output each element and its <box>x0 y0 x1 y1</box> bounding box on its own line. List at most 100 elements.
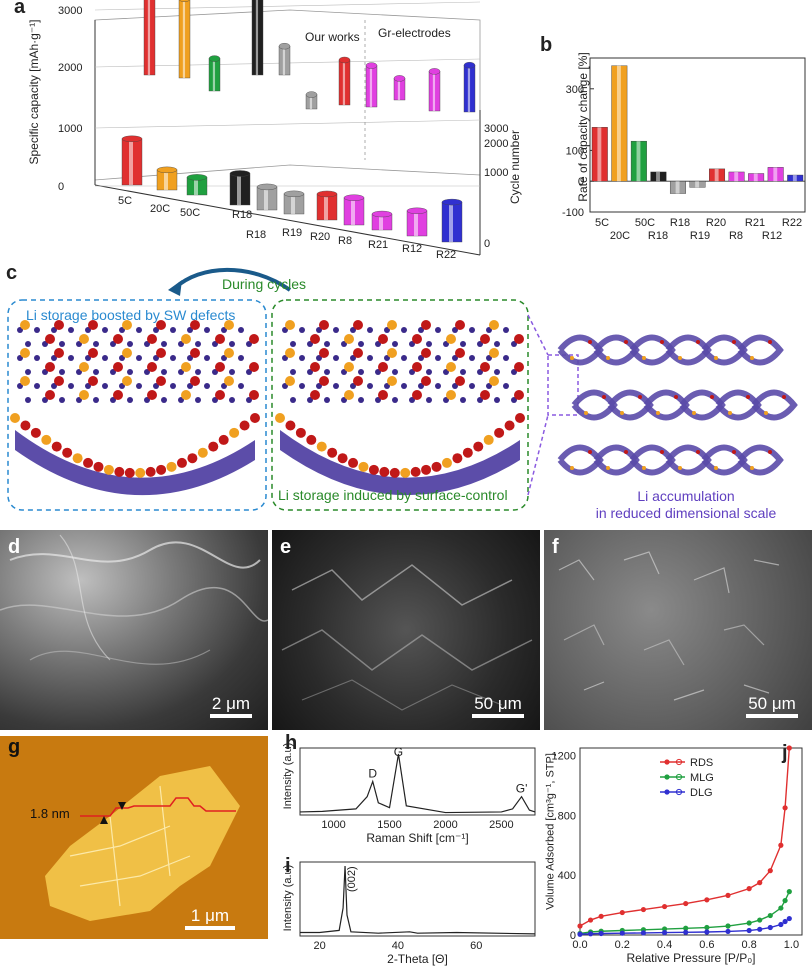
c-right-sheet-atom <box>290 341 296 347</box>
c-right-li <box>327 447 338 458</box>
c-network-li <box>714 466 718 470</box>
c-network-li <box>696 450 700 454</box>
c-network-ring <box>715 389 762 421</box>
a-y-tick: 3000 <box>58 5 82 17</box>
c-right-sheet-li <box>387 320 397 330</box>
b-x-label: R19 <box>690 230 710 242</box>
sem-image-d: d 2 μm <box>0 530 268 730</box>
c-network-li <box>692 411 696 415</box>
c-network-li <box>714 356 718 360</box>
c-network-li <box>710 395 714 399</box>
c-right-sheet-li <box>353 320 363 330</box>
j-series-point <box>683 929 689 935</box>
c-left-sheet-atom <box>204 355 210 361</box>
j-series-point <box>704 897 710 903</box>
j-series-point <box>683 900 689 907</box>
a-z-tick: 3000 <box>484 123 508 135</box>
sem-image-f: f 50 μm <box>544 530 812 730</box>
c-left-box <box>7 299 267 511</box>
c-right-sheet-li <box>446 390 456 400</box>
c-left-sheet-li <box>88 348 98 358</box>
b-frame <box>589 57 806 213</box>
c-right-li <box>316 441 327 452</box>
c-left-li <box>166 461 177 472</box>
c-left-sheet-atom <box>204 383 210 389</box>
a-bar-front-shine <box>379 214 383 230</box>
c-left-li <box>93 461 104 472</box>
a-bar-back-shine <box>282 46 286 75</box>
j-series-point <box>619 930 625 936</box>
a-bar-back-shine <box>432 71 436 111</box>
a-y-axis-label: Specific capacity [mAh·g⁻¹] <box>27 19 41 165</box>
c-left-li <box>72 453 83 464</box>
c-network-li <box>768 450 772 454</box>
scale-bar-g: 1 μm <box>180 906 240 932</box>
c-right-sheet-atom <box>460 341 466 347</box>
panel-label-d: d <box>8 536 21 558</box>
c-left-li <box>135 467 146 478</box>
c-left-li <box>176 457 187 468</box>
c-right-sheet-atom <box>469 327 475 333</box>
c-right-sheet-atom <box>426 397 432 403</box>
b-x-label: R22 <box>782 217 802 229</box>
c-left-sheet-li <box>79 390 89 400</box>
a-bar-back-shine <box>467 65 471 112</box>
c-left-li <box>83 457 94 468</box>
c-right-sheet-atom <box>367 327 373 333</box>
c-network-li <box>606 356 610 360</box>
j-series-point <box>786 889 792 895</box>
scale-line-e <box>472 714 524 718</box>
c-left-sheet-li <box>156 348 166 358</box>
j-ylabel: Volume Adsorbed [cm³g⁻¹, STP] <box>544 753 557 910</box>
c-network-li <box>732 340 736 344</box>
c-right-sheet-li <box>489 376 499 386</box>
c-network-ring <box>737 444 784 476</box>
c-right-sheet-li <box>480 390 490 400</box>
c-left-sheet-li <box>249 334 259 344</box>
c-right-sheet-li <box>378 334 388 344</box>
c-left-li <box>187 453 198 464</box>
c-right-li <box>515 413 525 423</box>
c-right-sheet-atom <box>324 341 330 347</box>
panel-label-c: c <box>6 262 18 284</box>
c-network-li <box>764 411 768 415</box>
c-right-sheet-atom <box>401 355 407 361</box>
j-series-line <box>579 747 791 927</box>
a-bar-back-cap <box>278 43 291 50</box>
j-legend-label: MLG <box>690 772 714 784</box>
j-series-point <box>786 915 792 922</box>
c-left-sheet-li <box>54 348 64 358</box>
a-y-tick: 1000 <box>58 123 82 135</box>
c-left-sheet-atom <box>136 355 142 361</box>
c-right-sheet-li <box>514 334 524 344</box>
a-bar-front-cap <box>371 210 393 218</box>
c-right-sheet-atom <box>290 397 296 403</box>
c-network-ring <box>629 444 676 476</box>
j-legend-marker <box>664 759 670 765</box>
c-right-sheet-li <box>353 348 363 358</box>
j-series-point <box>746 927 752 934</box>
c-left-ribbon <box>15 430 255 496</box>
c-right-sheet-atom <box>333 327 339 333</box>
c-left-sheet-li <box>45 362 55 372</box>
c-network-li <box>606 466 610 470</box>
a-bar-front-shine <box>164 169 168 190</box>
c-left-sheet-atom <box>136 383 142 389</box>
b-x-label: R12 <box>762 230 782 242</box>
b-y-axis-label: Rate of capacity change [%] <box>576 52 590 202</box>
panel-label-j: j <box>782 742 788 764</box>
a-bar-back-cap <box>179 0 190 2</box>
c-right-sheet-atom <box>435 327 441 333</box>
a-z-tick: 1000 <box>484 167 508 179</box>
c-right-sheet-li <box>412 390 422 400</box>
c-left-sheet-atom <box>127 397 133 403</box>
c-left-sheet-atom <box>34 383 40 389</box>
c-left-sheet-atom <box>170 383 176 389</box>
c-right-li <box>462 447 473 458</box>
h-peak-label-G: G <box>394 745 403 759</box>
i-x-tick: 40 <box>392 940 404 952</box>
c-left-sheet-li <box>20 320 30 330</box>
c-right-sheet-li <box>412 362 422 372</box>
j-x-tick: 0.0 <box>572 939 587 951</box>
a-legend-gr-electrodes: Gr-electrodes <box>378 26 451 40</box>
